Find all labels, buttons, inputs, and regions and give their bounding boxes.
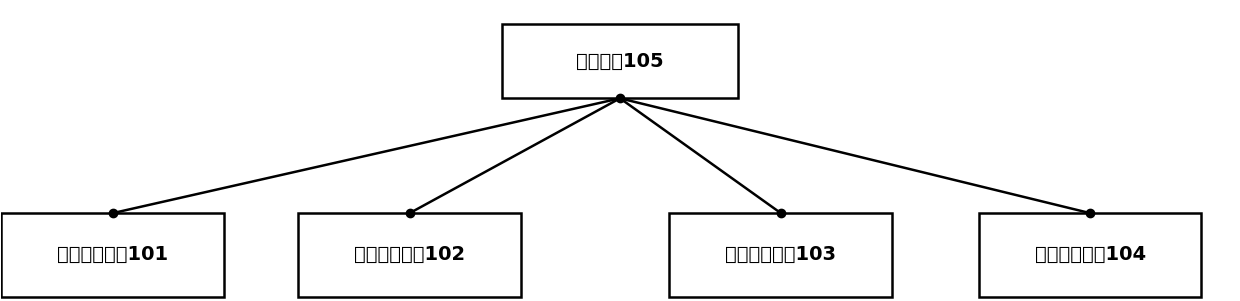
Bar [670, 213, 893, 296]
Bar [1, 213, 224, 296]
Text: 异常仿真模块104: 异常仿真模块104 [1034, 245, 1146, 264]
Text: 暂态仿真模块103: 暂态仿真模块103 [725, 245, 836, 264]
Bar [299, 213, 521, 296]
Bar [978, 213, 1202, 296]
Bar [502, 24, 738, 98]
Text: 故障反演模块101: 故障反演模块101 [57, 245, 169, 264]
Text: 触发模块105: 触发模块105 [577, 51, 663, 70]
Text: 稳态仿真模块102: 稳态仿真模块102 [355, 245, 465, 264]
